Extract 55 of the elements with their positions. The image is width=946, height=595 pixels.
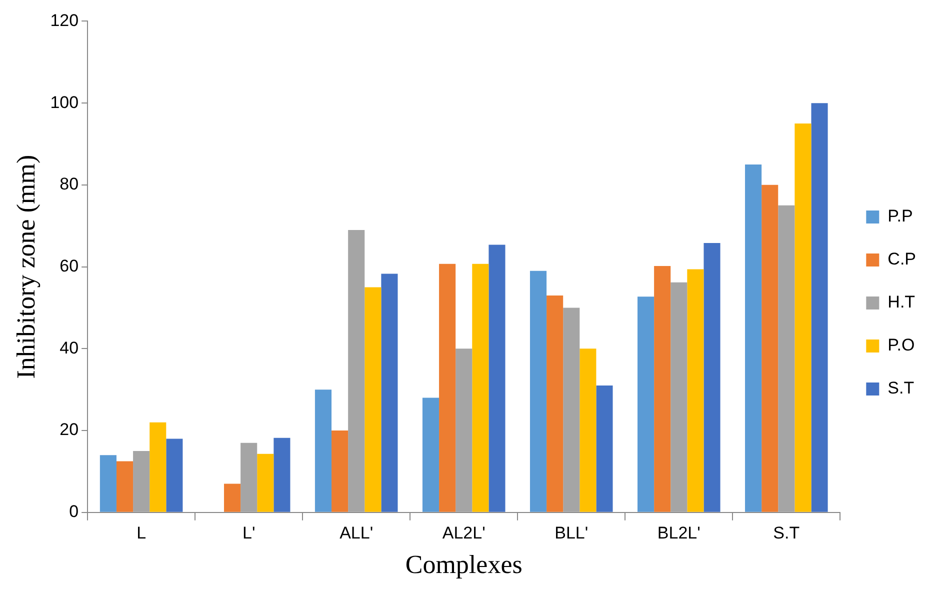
bar: [439, 264, 456, 512]
bar: [381, 274, 398, 512]
bar: [364, 287, 382, 512]
x-tick-label: BL2L': [657, 523, 700, 542]
bar: [314, 390, 332, 512]
bar: [116, 461, 134, 512]
bar: [348, 230, 365, 512]
y-tick-label: 100: [50, 92, 79, 112]
bar: [456, 348, 472, 512]
legend-label: S.T: [888, 378, 914, 398]
bar: [762, 184, 778, 512]
bar: [687, 269, 704, 512]
bar: [100, 455, 116, 512]
bar: [133, 451, 150, 512]
bar: [530, 270, 547, 512]
y-axis-title: Inhibitory zone (mm): [11, 154, 40, 379]
bar: [654, 266, 671, 512]
legend-label: C.P: [888, 250, 916, 269]
legend-label: P.P: [888, 206, 913, 226]
bar: [580, 348, 596, 512]
bar: [670, 282, 688, 512]
x-tick-label: BLL': [554, 523, 588, 542]
bar: [166, 438, 183, 512]
bar: [745, 164, 762, 512]
x-tick-label: AL2L': [442, 523, 486, 542]
bar: [488, 244, 506, 512]
bar: [472, 264, 489, 512]
bar: [637, 296, 654, 512]
legend-label: H.T: [888, 292, 916, 312]
bar: [422, 398, 440, 512]
bar: [563, 308, 580, 512]
bar: [811, 103, 828, 512]
bar: [704, 243, 720, 512]
y-tick-label: 120: [50, 10, 79, 30]
bar: [224, 484, 241, 512]
bar: [274, 438, 290, 512]
y-tick-label: 20: [60, 420, 79, 440]
x-tick-label: L': [242, 523, 256, 542]
y-tick-label: 40: [60, 338, 79, 358]
bar: [332, 430, 348, 512]
bar: [150, 422, 166, 512]
bar: [596, 386, 613, 512]
y-tick-label: 80: [60, 174, 79, 194]
bar: [778, 205, 795, 512]
bar: [546, 295, 564, 512]
x-axis-title: Complexes: [405, 550, 522, 580]
x-tick-label: ALL': [340, 523, 374, 542]
legend-label: P.O: [888, 336, 915, 355]
bar: [240, 442, 258, 512]
x-tick-label: S.T: [773, 523, 800, 542]
y-tick-label: 60: [60, 256, 79, 276]
bar: [794, 124, 812, 512]
bar: [257, 454, 274, 512]
y-tick-label: 0: [69, 502, 79, 522]
x-tick-label: L: [136, 523, 146, 542]
